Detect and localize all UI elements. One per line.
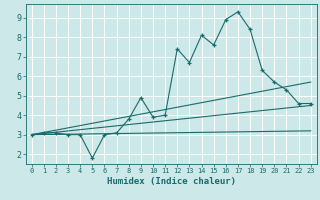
- X-axis label: Humidex (Indice chaleur): Humidex (Indice chaleur): [107, 177, 236, 186]
